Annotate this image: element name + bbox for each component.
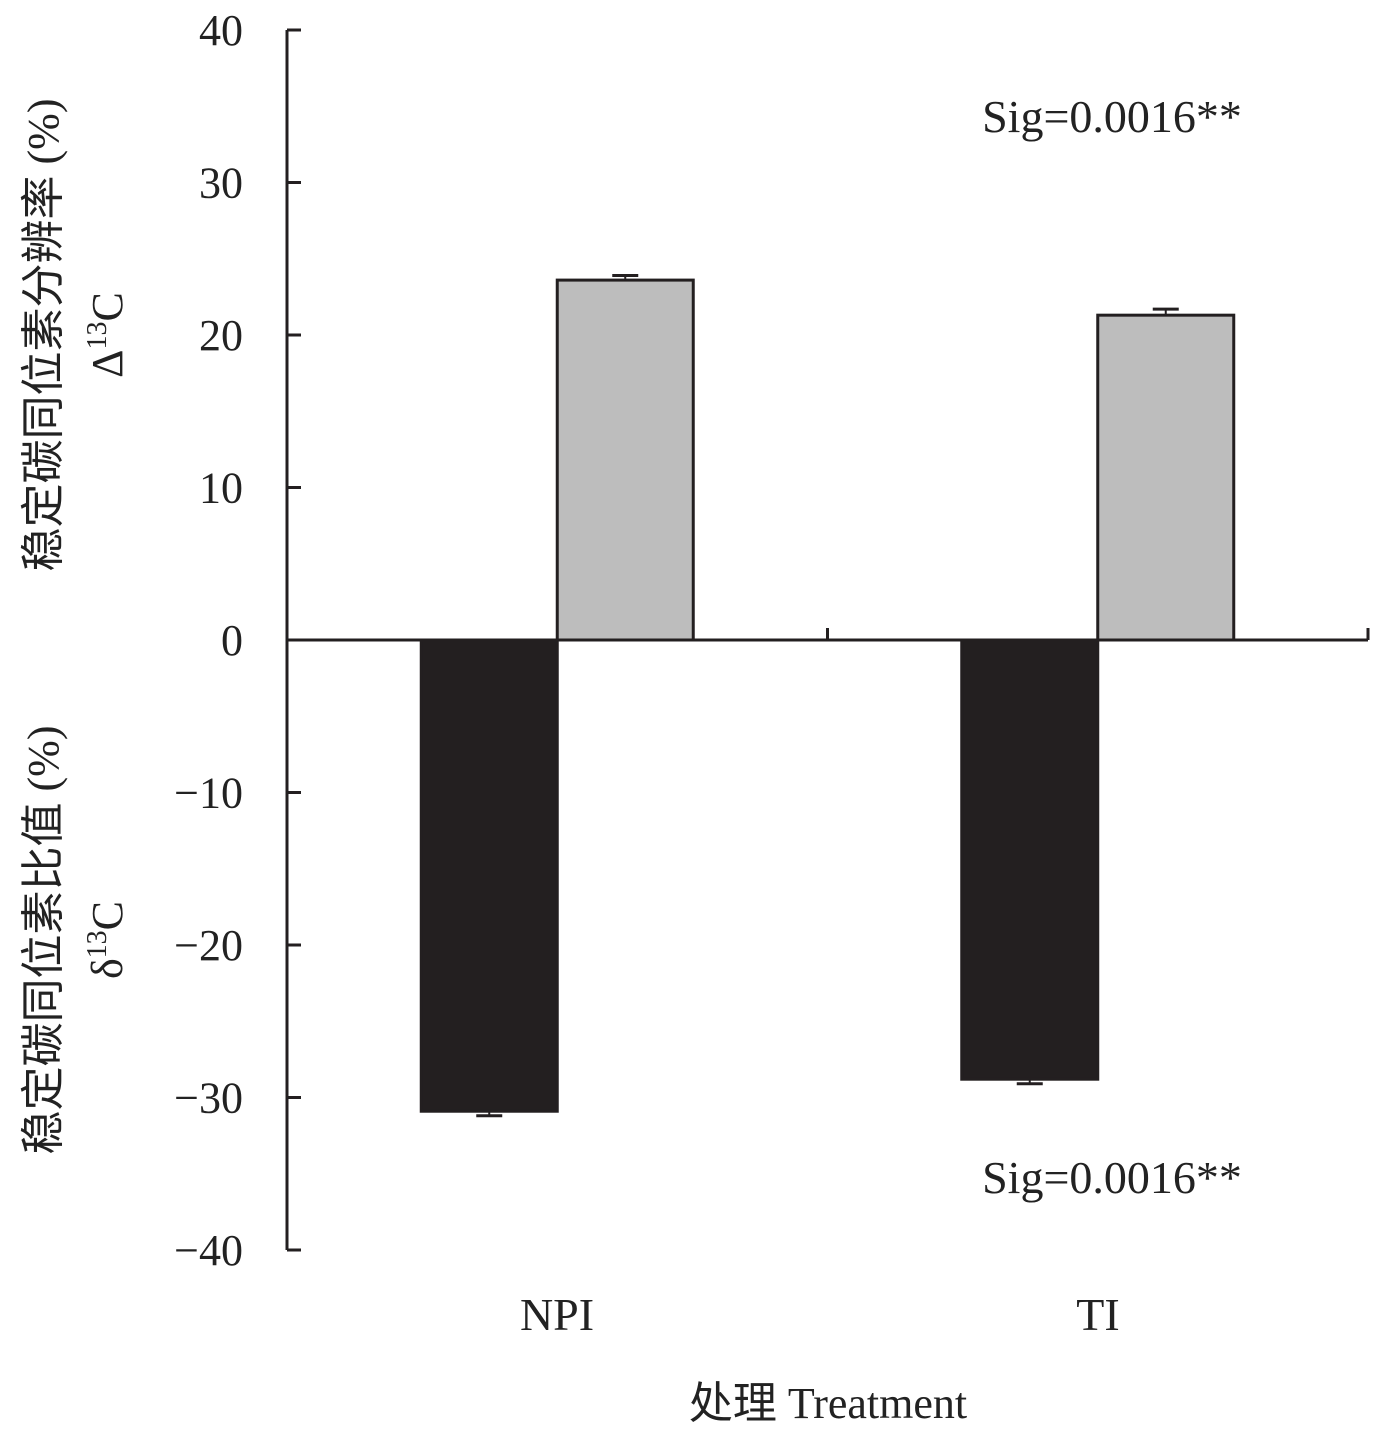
y-tick-label-3: 10 <box>199 464 243 513</box>
y-tick-label-8: −40 <box>174 1226 243 1275</box>
error-bars-layer <box>476 274 1179 1118</box>
y-axis-symbol-upper-text: Δ13C <box>82 292 132 378</box>
y-axis-symbol-lower: δ13C <box>82 901 132 979</box>
y-tick-label-1: 30 <box>199 159 243 208</box>
significance-annotation-upper: Sig=0.0016** <box>982 91 1242 142</box>
y-tick-label-2: 20 <box>199 311 243 360</box>
y-axis-title-lower-text: 稳定碳同位素比值 (%) <box>19 726 68 1155</box>
y-tick-label-4: 0 <box>221 616 243 665</box>
axes-layer <box>285 28 1370 1252</box>
y-tick-labels: 40 30 20 10 0 −10 −20 −30 −40 <box>174 6 243 1275</box>
mass-number-lower: 13 <box>82 930 113 958</box>
bar-npi-negative <box>419 638 559 1113</box>
y-axis-symbol-upper: Δ13C <box>82 292 132 378</box>
bar-npi-positive <box>555 278 695 642</box>
bars-layer <box>419 278 1236 1113</box>
element-lower: C <box>83 901 132 930</box>
category-label-ti: TI <box>1076 1289 1119 1340</box>
y-tick-label-0: 40 <box>199 6 243 55</box>
y-axis-title-upper-text: 稳定碳同位素分辨率 (%) <box>19 99 68 572</box>
significance-annotation-lower: Sig=0.0016** <box>982 1152 1242 1203</box>
small-delta-symbol: δ <box>83 958 132 979</box>
mass-number-upper: 13 <box>82 322 113 350</box>
y-axis-title-upper: 稳定碳同位素分辨率 (%) <box>19 99 68 572</box>
delta-symbol: Δ <box>83 350 132 378</box>
y-tick-label-7: −30 <box>174 1074 243 1123</box>
category-label-npi: NPI <box>520 1289 594 1340</box>
y-axis-title-lower: 稳定碳同位素比值 (%) <box>19 726 68 1155</box>
bar-ti-negative <box>960 638 1100 1081</box>
element-upper: C <box>83 292 132 321</box>
y-tick-label-6: −20 <box>174 921 243 970</box>
x-axis-title: 处理 Treatment <box>689 1379 967 1428</box>
y-axis-symbol-lower-text: δ13C <box>82 901 132 979</box>
bar-ti-positive <box>1096 313 1236 642</box>
y-tick-label-5: −10 <box>174 769 243 818</box>
